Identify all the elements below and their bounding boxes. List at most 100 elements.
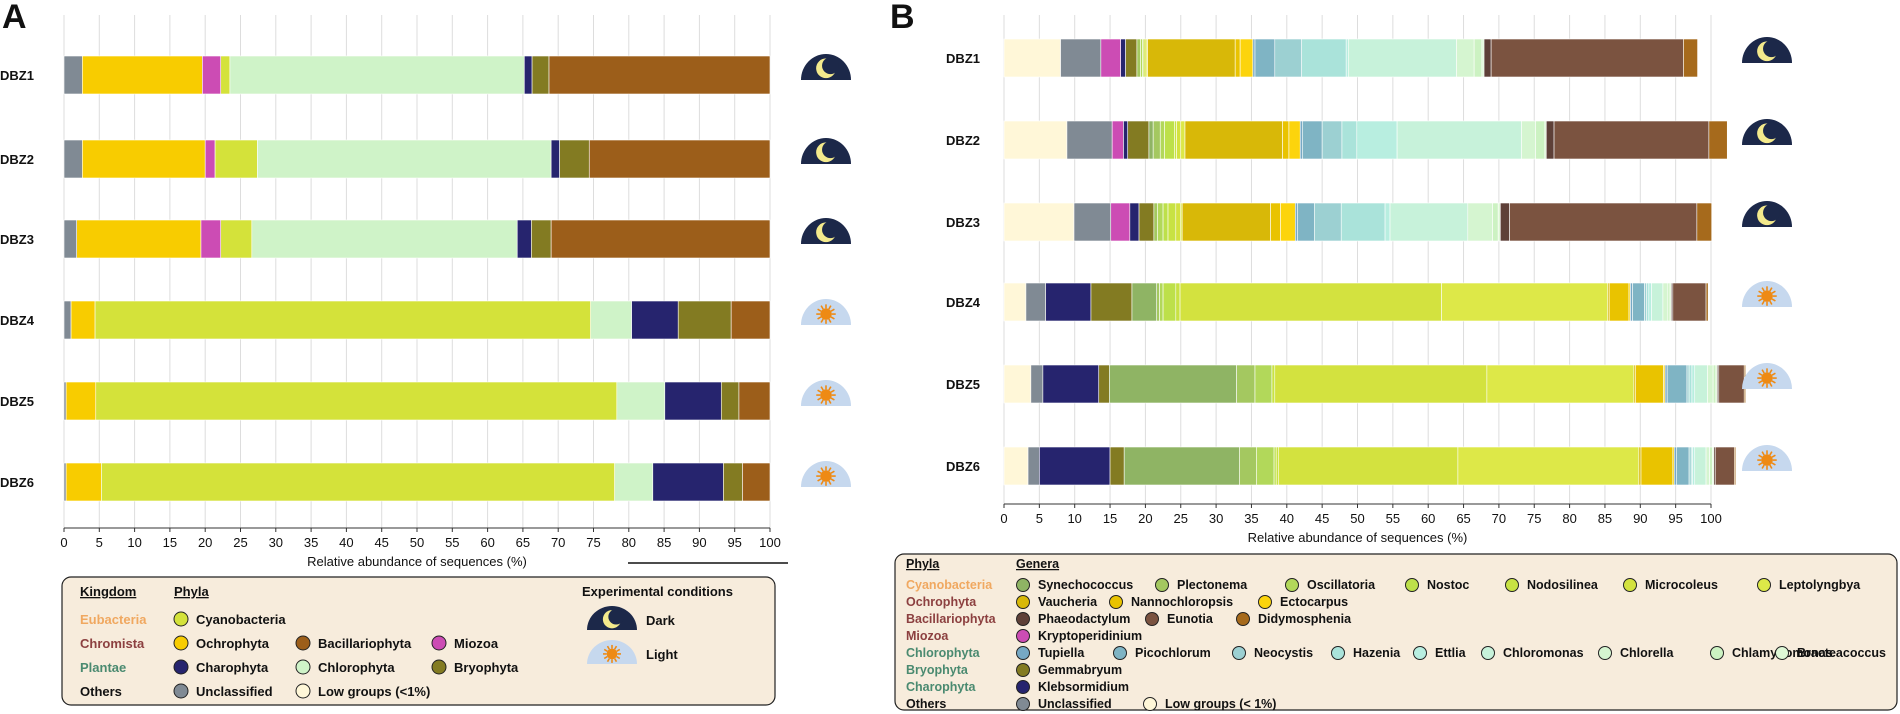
sun-icon-ray bbox=[613, 658, 618, 663]
legend-header-phyla: Phyla bbox=[174, 584, 209, 599]
legend-item-label: Microcoleus bbox=[1645, 578, 1718, 592]
bar-segment-chloromonas bbox=[1651, 282, 1664, 322]
moon-icon-cutout bbox=[608, 609, 624, 625]
bar-segment-vaucheria bbox=[1181, 202, 1271, 242]
x-tick-label: 0 bbox=[1000, 511, 1007, 526]
bar-segment-chlamydomonas bbox=[1473, 38, 1483, 78]
legend-item-label: Unclassified bbox=[196, 684, 273, 699]
bar-segment-phaeodactylum bbox=[1545, 120, 1555, 160]
legend-phylum-label: Chlorophyta bbox=[906, 646, 981, 660]
legend-item-label: Bryophyta bbox=[454, 660, 519, 675]
x-tick-label: 40 bbox=[339, 535, 353, 550]
bar-segment-ettlia bbox=[1384, 202, 1391, 242]
legend-item-label: Vaucheria bbox=[1038, 595, 1098, 609]
panel-letter: B bbox=[890, 0, 915, 36]
bar-segment-gemmabryum bbox=[1127, 120, 1150, 160]
legend-item-label: Oscillatoria bbox=[1307, 578, 1376, 592]
legend-swatch bbox=[1109, 595, 1123, 609]
x-tick-label: 20 bbox=[198, 535, 212, 550]
bar-segment-plectonema bbox=[1156, 282, 1160, 322]
legend-item-label: Nannochloropsis bbox=[1131, 595, 1233, 609]
bar-segment-cyanobacteria bbox=[101, 462, 615, 502]
legend-box bbox=[61, 576, 776, 706]
bar-segment-nodosilinea bbox=[1275, 446, 1279, 486]
x-tick-label: 55 bbox=[1386, 511, 1400, 526]
bar-segment-klebsormidium bbox=[1129, 202, 1140, 242]
bar-segment-chlamydomonas bbox=[1492, 202, 1499, 242]
sun-icon-disc bbox=[820, 308, 832, 320]
moon-icon bbox=[801, 218, 851, 244]
sun-icon-ray bbox=[820, 467, 824, 472]
legend-swatch bbox=[1413, 646, 1427, 660]
sun-icon-ray bbox=[616, 648, 621, 652]
bar-segment-gemmabryum bbox=[1125, 38, 1138, 78]
legend-swatch bbox=[1016, 680, 1030, 694]
legend-swatch bbox=[1155, 578, 1169, 592]
moon-icon-cutout bbox=[822, 141, 839, 159]
bar-segment-charophyta bbox=[550, 139, 560, 179]
category-label: DBZ6 bbox=[0, 475, 34, 490]
bar-segment-phaeodactylum bbox=[1500, 202, 1510, 242]
panel-b-legend: Phyla Genera Cyanobacteria Synechococcus Ple… bbox=[894, 553, 1898, 711]
legend-swatch bbox=[1016, 697, 1030, 711]
legend-swatch bbox=[173, 659, 189, 675]
bar-segment-nodosilinea bbox=[1167, 202, 1177, 242]
bar-segment-bryophyta bbox=[720, 381, 740, 421]
bar-segment-ettlia bbox=[1692, 446, 1696, 486]
bar-segment-chloromonas bbox=[1348, 38, 1457, 78]
bar-segment-chlorophyta bbox=[251, 219, 518, 259]
bar-segment-microcoleus bbox=[1176, 120, 1182, 160]
bar-segment-hazenia bbox=[1688, 364, 1693, 404]
bar-segment-nodosilinea bbox=[1174, 120, 1177, 160]
bar-segment-ettlia bbox=[1691, 364, 1696, 404]
x-tick-label: 75 bbox=[1527, 511, 1541, 526]
bar-segment-microcoleus bbox=[1179, 282, 1442, 322]
x-tick-label: 90 bbox=[692, 535, 706, 550]
legend-item-label: Picochlorum bbox=[1135, 646, 1211, 660]
bar-segment-ochrophyta bbox=[65, 462, 102, 502]
legend-swatch bbox=[1405, 578, 1419, 592]
sun-icon-disc bbox=[1761, 290, 1773, 302]
bar-segment-chlorella bbox=[1705, 446, 1710, 486]
bar-segment-unclassified bbox=[63, 300, 72, 340]
legend-kingdom-label: Plantae bbox=[80, 660, 126, 675]
bar-segment-chloromonas bbox=[1389, 202, 1469, 242]
bar-segment-unclassified bbox=[63, 462, 67, 502]
legend-condition-label: Light bbox=[646, 647, 678, 662]
panel-a: A 0 5 10 15 20 25 30 35 40 45 50 55 60 65 70 75 80 85 90 95 1… bbox=[0, 0, 851, 569]
moon-icon bbox=[801, 138, 851, 164]
bar-segment-charophyta bbox=[664, 381, 722, 421]
sun-icon-ray bbox=[1771, 298, 1776, 302]
x-tick-label: 45 bbox=[374, 535, 388, 550]
legend-item-label: Plectonema bbox=[1177, 578, 1248, 592]
bar-segment-chloromonas bbox=[1694, 364, 1708, 404]
bar-segment-nannochloropsis bbox=[1270, 202, 1281, 242]
x-tick-label: 40 bbox=[1280, 511, 1294, 526]
legend-swatch bbox=[1757, 578, 1771, 592]
sun-icon bbox=[801, 299, 851, 325]
sun-icon-ray bbox=[1761, 464, 1765, 469]
bar-segment-picochlorum bbox=[1297, 202, 1315, 242]
x-tick-label: 5 bbox=[1036, 511, 1043, 526]
legend-swatch bbox=[1285, 578, 1299, 592]
legend-phylum-label: Bryophyta bbox=[906, 663, 969, 677]
x-tick-label: 100 bbox=[759, 535, 781, 550]
bar-segment-ochrophyta bbox=[76, 219, 202, 259]
bar-segment-cyanobacteria bbox=[220, 55, 231, 95]
sun-icon-ray bbox=[1769, 464, 1773, 469]
bar-segment-tupiella bbox=[1630, 282, 1633, 322]
bar-segment-nostoc bbox=[1162, 202, 1169, 242]
legend-kingdom-label: Eubacteria bbox=[80, 612, 147, 627]
sun-icon-ray bbox=[820, 480, 824, 485]
bar-segment-low-groups-1- bbox=[1003, 120, 1068, 160]
bar-segment-klebsormidium bbox=[1123, 120, 1129, 160]
sun-icon bbox=[587, 640, 637, 664]
bar-segment-ectocarpus bbox=[1239, 38, 1254, 78]
bar-segment-unclassified bbox=[1030, 364, 1044, 404]
legend-item-label: Ectocarpus bbox=[1280, 595, 1348, 609]
bar-segment-kryptoperidinium bbox=[1111, 120, 1124, 160]
bar-segment-klebsormidium bbox=[1120, 38, 1126, 78]
legend-item-label: Klebsormidium bbox=[1038, 680, 1129, 694]
bar-segment-didymosphenia bbox=[1683, 38, 1698, 78]
bar-segment-tupiella bbox=[1673, 446, 1677, 486]
